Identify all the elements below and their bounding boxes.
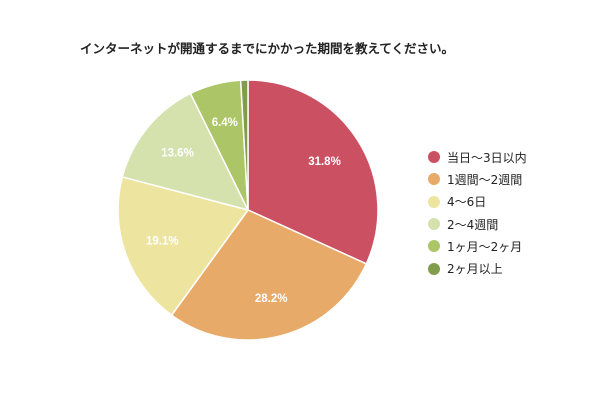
data-label: 28.2% [255,293,288,305]
legend-item[interactable]: 4〜6日 [428,191,527,213]
legend-swatch [428,195,440,208]
legend-item[interactable]: 当日〜3日以内 [428,146,527,168]
pie-slice[interactable] [247,79,379,265]
data-label: 6.4% [212,117,238,129]
data-label: 19.1% [146,236,179,248]
legend-swatch [428,218,440,231]
legend-item[interactable]: 1ヶ月〜2ヶ月 [428,235,527,257]
legend-item[interactable]: 1週間〜2週間 [428,168,527,190]
legend-swatch [428,151,440,164]
legend-swatch [428,262,440,275]
legend: 当日〜3日以内 1週間〜2週間 4〜6日 2〜4週間 1ヶ月〜2ヶ月 2ヶ月以上 [428,146,527,280]
legend-label: 1週間〜2週間 [447,172,523,187]
legend-swatch [428,173,440,186]
pie-slice[interactable] [239,79,249,211]
pie-slice[interactable] [170,209,368,341]
legend-item[interactable]: 2ヶ月以上 [428,257,527,279]
legend-label: 4〜6日 [447,195,487,210]
data-label: 13.6% [161,147,194,159]
chart-title: インターネットが開通するまでにかかった期間を教えてください。 [80,41,455,56]
legend-swatch [428,240,440,253]
legend-label: 2〜4週間 [447,217,499,232]
legend-item[interactable]: 2〜4週間 [428,213,527,235]
legend-label: 当日〜3日以内 [447,150,527,165]
pie-slice[interactable] [121,92,250,212]
legend-label: 2ヶ月以上 [447,262,503,277]
pie-slice[interactable] [117,175,250,317]
legend-label: 1ヶ月〜2ヶ月 [447,239,523,254]
data-label: 31.8% [308,156,341,168]
